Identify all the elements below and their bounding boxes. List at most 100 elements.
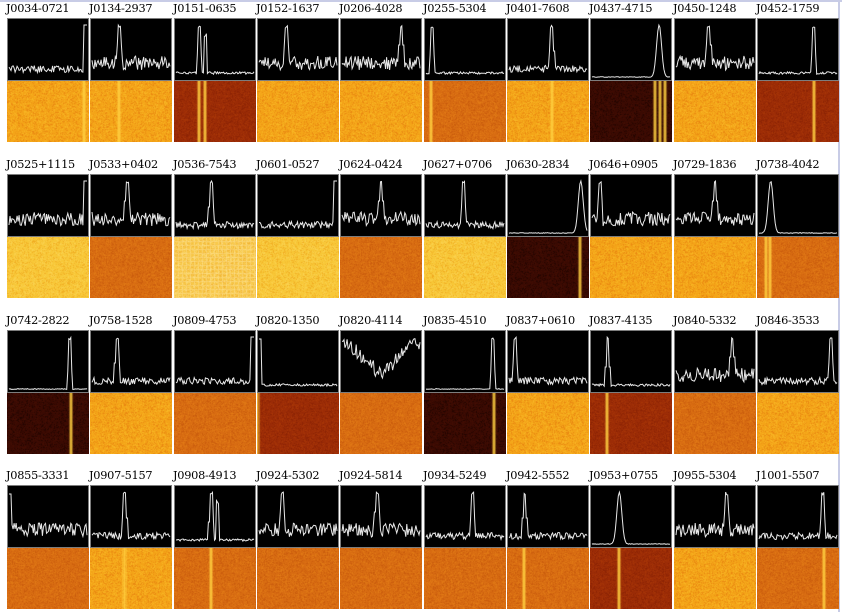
pulse-profile-svg — [591, 490, 671, 545]
dynamic-spectrum-canvas — [424, 81, 506, 142]
pulse-profile-svg — [591, 180, 671, 227]
dynamic-spectrum — [174, 237, 256, 298]
profile-trace — [425, 491, 505, 541]
profile-trace — [508, 492, 588, 541]
pulse-profile-svg — [425, 491, 505, 541]
pulsar-name: J0630-2834 — [506, 158, 570, 171]
dynamic-spectrum — [340, 81, 422, 142]
dynamic-spectrum-canvas — [674, 393, 756, 454]
dynamic-spectrum — [340, 237, 422, 298]
pulsar-name: J0452-1759 — [756, 2, 820, 15]
pulse-profile-plot — [90, 174, 172, 237]
dynamic-spectrum — [174, 548, 256, 609]
profile-trace — [758, 492, 838, 541]
pulse-profile-plot — [590, 18, 672, 81]
dynamic-spectrum-canvas — [507, 548, 589, 609]
pulse-profile-plot — [7, 174, 89, 237]
pulsar-name: J0437-4715 — [589, 2, 653, 15]
pulsar-name: J0840-5332 — [673, 314, 737, 327]
dynamic-spectrum — [90, 548, 172, 609]
dynamic-spectrum-canvas — [424, 393, 506, 454]
pulse-profile-svg — [758, 26, 838, 76]
dynamic-spectrum-canvas — [674, 237, 756, 298]
pulsar-name: J0907-5157 — [89, 469, 153, 482]
pulse-profile-plot — [507, 18, 589, 81]
dynamic-spectrum — [7, 393, 89, 454]
profile-trace — [758, 337, 838, 386]
profile-trace — [675, 336, 755, 384]
pulsar-name: J0738-4042 — [756, 158, 820, 171]
profile-trace — [175, 25, 255, 76]
dynamic-spectrum — [757, 237, 839, 298]
profile-trace — [341, 337, 421, 380]
pulse-profile-plot — [257, 174, 339, 237]
dynamic-spectrum-canvas — [257, 548, 339, 609]
pulse-profile-svg — [91, 491, 171, 541]
dynamic-spectrum-canvas — [174, 548, 256, 609]
dynamic-spectrum-canvas — [757, 393, 839, 454]
pulsar-name: J0837+0610 — [506, 314, 575, 327]
pulse-profile-plot — [7, 330, 89, 393]
right-border — [838, 0, 840, 612]
pulsar-name: J0758-1528 — [89, 314, 153, 327]
pulse-profile-plot — [674, 18, 756, 81]
dynamic-spectrum-canvas — [507, 237, 589, 298]
dynamic-spectrum — [507, 548, 589, 609]
dynamic-spectrum — [590, 393, 672, 454]
dynamic-spectrum-canvas — [507, 81, 589, 142]
pulse-profile-svg — [91, 23, 171, 71]
pulse-profile-svg — [675, 336, 755, 384]
pulsar-name: J0627+0706 — [423, 158, 492, 171]
pulse-profile-svg — [675, 180, 755, 226]
pulse-profile-svg — [508, 492, 588, 541]
dynamic-spectrum — [174, 81, 256, 142]
profile-trace — [9, 493, 88, 539]
pulse-profile-plot — [340, 485, 422, 548]
pulse-profile-plot — [257, 330, 339, 393]
profile-trace — [341, 491, 421, 538]
dynamic-spectrum — [7, 237, 89, 298]
dynamic-spectrum-canvas — [257, 81, 339, 142]
pulsar-name: J0846-3533 — [756, 314, 820, 327]
pulse-profile-svg — [341, 24, 421, 71]
pulsar-name: J0151-0635 — [173, 2, 237, 15]
profile-trace — [8, 335, 88, 391]
pulse-profile-svg — [9, 493, 88, 539]
pulse-profile-svg — [8, 24, 87, 75]
profile-trace — [675, 180, 755, 226]
pulse-profile-plot — [757, 18, 839, 81]
pulse-profile-svg — [758, 337, 838, 386]
pulsar-name: J0837-4135 — [589, 314, 653, 327]
pulse-profile-plot — [340, 330, 422, 393]
dynamic-spectrum — [507, 237, 589, 298]
profile-trace — [675, 25, 755, 72]
pulse-profile-plot — [424, 18, 506, 81]
dynamic-spectrum-canvas — [90, 81, 172, 142]
pulse-profile-svg — [425, 26, 505, 76]
pulsar-name: J0820-4114 — [339, 314, 403, 327]
pulsar-name: J0255-5304 — [423, 2, 487, 15]
profile-trace — [175, 490, 255, 543]
dynamic-spectrum — [174, 393, 256, 454]
profile-trace — [425, 180, 505, 230]
pulse-profile-svg — [591, 335, 671, 388]
pulse-profile-plot — [174, 330, 256, 393]
profile-trace — [758, 26, 838, 76]
dynamic-spectrum — [674, 548, 756, 609]
dynamic-spectrum-canvas — [340, 237, 422, 298]
pulse-profile-plot — [424, 330, 506, 393]
pulsar-name: J1001-5507 — [756, 469, 820, 482]
dynamic-spectrum-canvas — [7, 548, 89, 609]
pulse-profile-plot — [340, 18, 422, 81]
profile-trace — [258, 491, 338, 537]
pulse-profile-plot — [674, 330, 756, 393]
dynamic-spectrum — [90, 393, 172, 454]
pulse-profile-plot — [7, 18, 89, 81]
pulse-profile-svg — [258, 24, 338, 72]
pulse-profile-plot — [757, 485, 839, 548]
pulsar-name: J0953+0755 — [589, 469, 658, 482]
pulse-profile-svg — [591, 23, 671, 78]
profile-trace — [591, 23, 671, 78]
dynamic-spectrum-canvas — [590, 548, 672, 609]
dynamic-spectrum — [7, 548, 89, 609]
